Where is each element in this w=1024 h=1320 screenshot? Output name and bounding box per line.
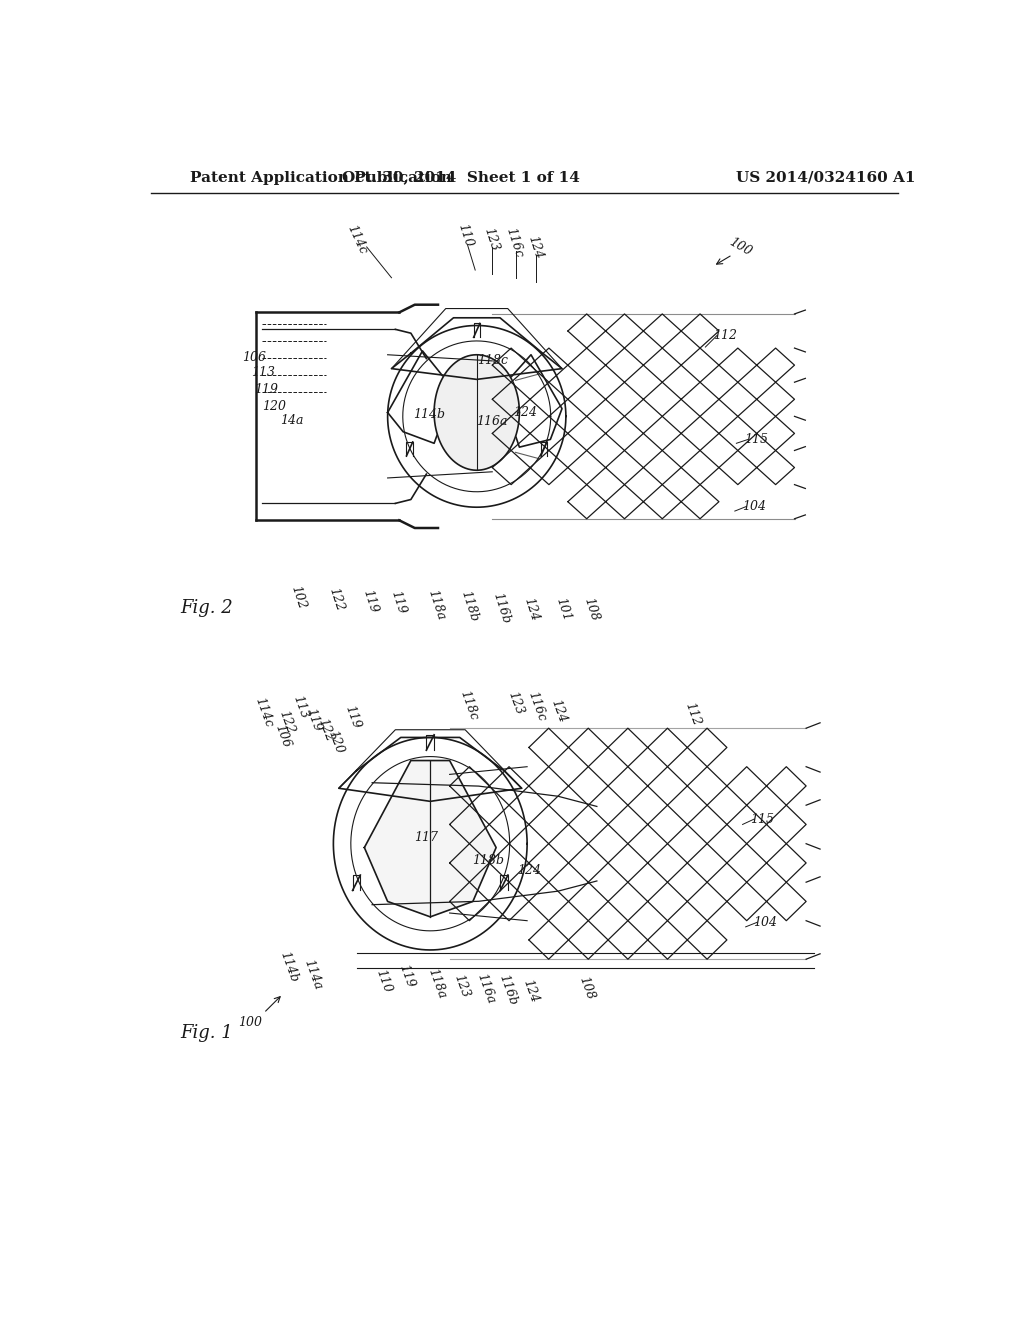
Text: Oct. 30, 2014  Sheet 1 of 14: Oct. 30, 2014 Sheet 1 of 14 bbox=[342, 170, 581, 185]
Text: 124: 124 bbox=[517, 865, 542, 878]
Text: 114b: 114b bbox=[278, 949, 301, 985]
Text: 118a: 118a bbox=[425, 587, 447, 622]
Text: 124: 124 bbox=[513, 407, 537, 418]
Text: 116b: 116b bbox=[490, 591, 513, 626]
Text: 106: 106 bbox=[272, 722, 293, 750]
Text: 119: 119 bbox=[343, 704, 362, 730]
Text: 124: 124 bbox=[548, 698, 568, 725]
Text: 104: 104 bbox=[742, 500, 766, 513]
Text: 112: 112 bbox=[713, 329, 736, 342]
Text: Fig. 1: Fig. 1 bbox=[180, 1024, 233, 1041]
Text: 114c: 114c bbox=[344, 223, 369, 256]
Text: 115: 115 bbox=[750, 813, 774, 825]
Text: 106: 106 bbox=[243, 351, 266, 363]
Text: 116c: 116c bbox=[525, 690, 549, 723]
Text: 122: 122 bbox=[326, 585, 345, 612]
Text: 114c: 114c bbox=[252, 696, 275, 730]
Text: 117: 117 bbox=[415, 832, 438, 843]
Text: 119: 119 bbox=[304, 708, 325, 734]
Text: 110: 110 bbox=[374, 968, 394, 994]
Text: 118c: 118c bbox=[477, 354, 508, 367]
Text: 116c: 116c bbox=[503, 226, 525, 260]
Text: 118b: 118b bbox=[472, 854, 505, 867]
Text: 108: 108 bbox=[582, 595, 601, 622]
Text: 116b: 116b bbox=[497, 973, 519, 1007]
Text: 124: 124 bbox=[525, 234, 545, 260]
Text: 120: 120 bbox=[262, 400, 286, 413]
Text: 116a: 116a bbox=[474, 972, 498, 1006]
Text: 110: 110 bbox=[456, 222, 475, 249]
Text: US 2014/0324160 A1: US 2014/0324160 A1 bbox=[736, 170, 915, 185]
Text: 120: 120 bbox=[326, 729, 346, 755]
Text: 118a: 118a bbox=[425, 966, 447, 1001]
Text: 119: 119 bbox=[359, 587, 380, 615]
Polygon shape bbox=[434, 355, 519, 470]
Text: Fig. 2: Fig. 2 bbox=[180, 599, 233, 616]
Text: 119: 119 bbox=[396, 962, 417, 990]
Text: 116a: 116a bbox=[476, 416, 508, 428]
Polygon shape bbox=[365, 760, 496, 917]
Text: 100: 100 bbox=[727, 235, 754, 259]
Text: 122: 122 bbox=[315, 717, 336, 743]
Text: 122: 122 bbox=[276, 709, 297, 735]
Text: 114a: 114a bbox=[301, 957, 324, 991]
Text: 124: 124 bbox=[521, 978, 542, 1005]
Text: 14a: 14a bbox=[281, 413, 304, 426]
Text: 112: 112 bbox=[682, 701, 702, 727]
Text: 102: 102 bbox=[289, 583, 308, 611]
Text: 118c: 118c bbox=[458, 688, 480, 722]
Text: 104: 104 bbox=[753, 916, 777, 929]
Text: 115: 115 bbox=[743, 433, 768, 446]
Text: 123: 123 bbox=[505, 690, 525, 717]
Text: 101: 101 bbox=[554, 595, 573, 622]
Text: 124: 124 bbox=[521, 597, 541, 623]
Text: 119: 119 bbox=[388, 589, 408, 616]
Text: 108: 108 bbox=[577, 975, 597, 1002]
Text: 123: 123 bbox=[451, 973, 471, 999]
Text: Patent Application Publication: Patent Application Publication bbox=[190, 170, 452, 185]
Text: 113: 113 bbox=[290, 693, 310, 721]
Text: 119: 119 bbox=[254, 383, 278, 396]
Text: 123: 123 bbox=[481, 226, 501, 252]
Text: 100: 100 bbox=[239, 1016, 262, 1028]
Text: 114b: 114b bbox=[413, 408, 444, 421]
Text: 113: 113 bbox=[252, 366, 275, 379]
Text: 118b: 118b bbox=[458, 589, 480, 624]
